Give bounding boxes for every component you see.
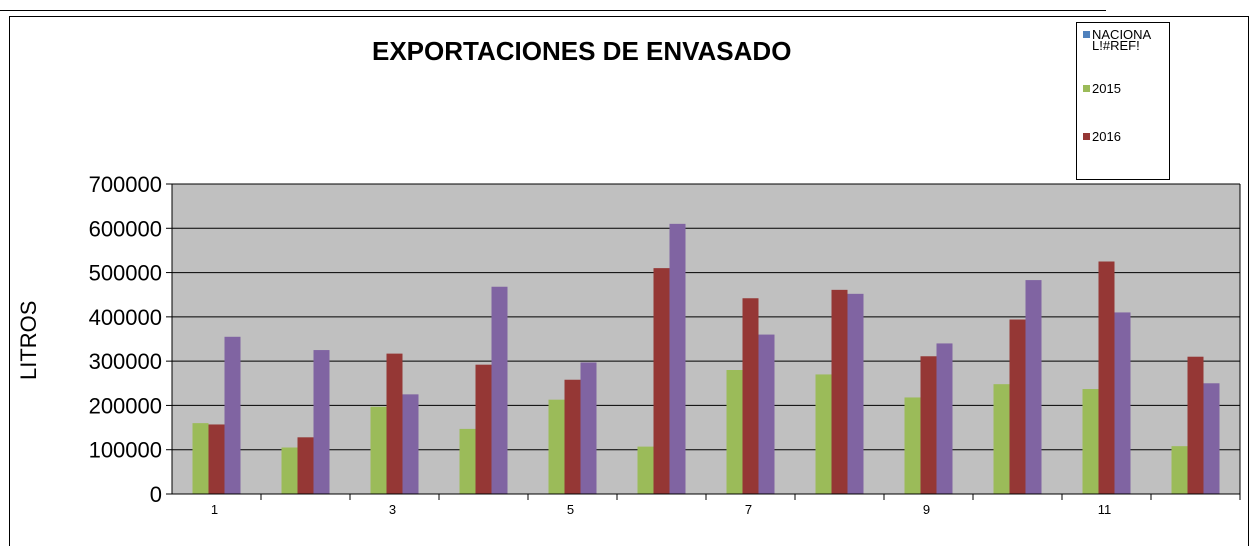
y-tick-label: 200000 — [89, 393, 162, 418]
bar-2015-11 — [1082, 389, 1099, 494]
bar-2016-6 — [653, 268, 670, 494]
bar-unnamed-9 — [936, 343, 953, 494]
bar-2015-6 — [637, 446, 654, 494]
bar-2015-9 — [904, 397, 921, 494]
bar-2016-7 — [742, 298, 759, 494]
bar-unnamed-2 — [313, 350, 330, 494]
legend-swatch-2016 — [1083, 133, 1090, 140]
bar-unnamed-10 — [1025, 280, 1042, 494]
bar-2015-3 — [370, 406, 387, 494]
bar-2015-10 — [993, 384, 1010, 494]
x-tick-label: 9 — [923, 502, 930, 517]
x-tick-label: 11 — [1098, 502, 1112, 517]
bar-2016-8 — [831, 289, 848, 494]
bar-unnamed-8 — [847, 293, 864, 494]
x-tick-label: 7 — [745, 502, 752, 517]
bar-2015-12 — [1171, 446, 1188, 494]
legend: NACIONAL!#REF! 2015 2016 — [1076, 22, 1170, 180]
bar-2016-4 — [475, 364, 492, 494]
y-tick-label: 400000 — [89, 305, 162, 330]
legend-label-nacional: NACIONAL!#REF! — [1092, 27, 1152, 53]
bar-2016-12 — [1187, 356, 1204, 494]
bar-unnamed-3 — [402, 394, 419, 494]
bar-2016-9 — [920, 356, 937, 494]
bar-2016-10 — [1009, 319, 1026, 494]
y-tick-label: 300000 — [89, 349, 162, 374]
bar-2016-2 — [297, 437, 314, 494]
bar-unnamed-5 — [580, 362, 597, 494]
bar-2016-5 — [564, 379, 581, 494]
y-tick-label: 500000 — [89, 261, 162, 286]
bar-unnamed-7 — [758, 334, 775, 494]
bar-2015-1 — [192, 423, 209, 494]
y-tick-label: 600000 — [89, 216, 162, 241]
bar-2016-3 — [386, 353, 403, 494]
chart-title: EXPORTACIONES DE ENVASADO — [372, 36, 792, 66]
bar-unnamed-4 — [491, 286, 508, 494]
top-rule — [0, 10, 1106, 11]
legend-label-2015: 2015 — [1092, 81, 1121, 96]
bar-unnamed-12 — [1203, 383, 1220, 494]
bar-2016-1 — [208, 424, 225, 494]
bar-unnamed-1 — [224, 336, 241, 494]
x-tick-label: 3 — [389, 502, 396, 517]
chart-frame — [9, 16, 1249, 546]
bar-2015-8 — [815, 374, 832, 494]
legend-swatch-2015 — [1083, 85, 1090, 92]
legend-swatch-nacional — [1083, 31, 1090, 38]
bar-2015-4 — [459, 428, 476, 494]
x-tick-label: 1 — [211, 502, 218, 517]
y-tick-label: 700000 — [89, 172, 162, 197]
legend-label-2016: 2016 — [1092, 129, 1121, 144]
plot-area — [172, 184, 1240, 494]
y-tick-label: 0 — [150, 482, 162, 507]
y-tick-label: 100000 — [89, 438, 162, 463]
bar-unnamed-6 — [669, 223, 686, 494]
bar-unnamed-11 — [1114, 312, 1131, 494]
bar-2015-7 — [726, 370, 743, 494]
bar-2015-2 — [281, 447, 298, 494]
bar-2016-11 — [1098, 261, 1115, 494]
x-tick-label: 5 — [567, 502, 574, 517]
bar-2015-5 — [548, 399, 565, 494]
